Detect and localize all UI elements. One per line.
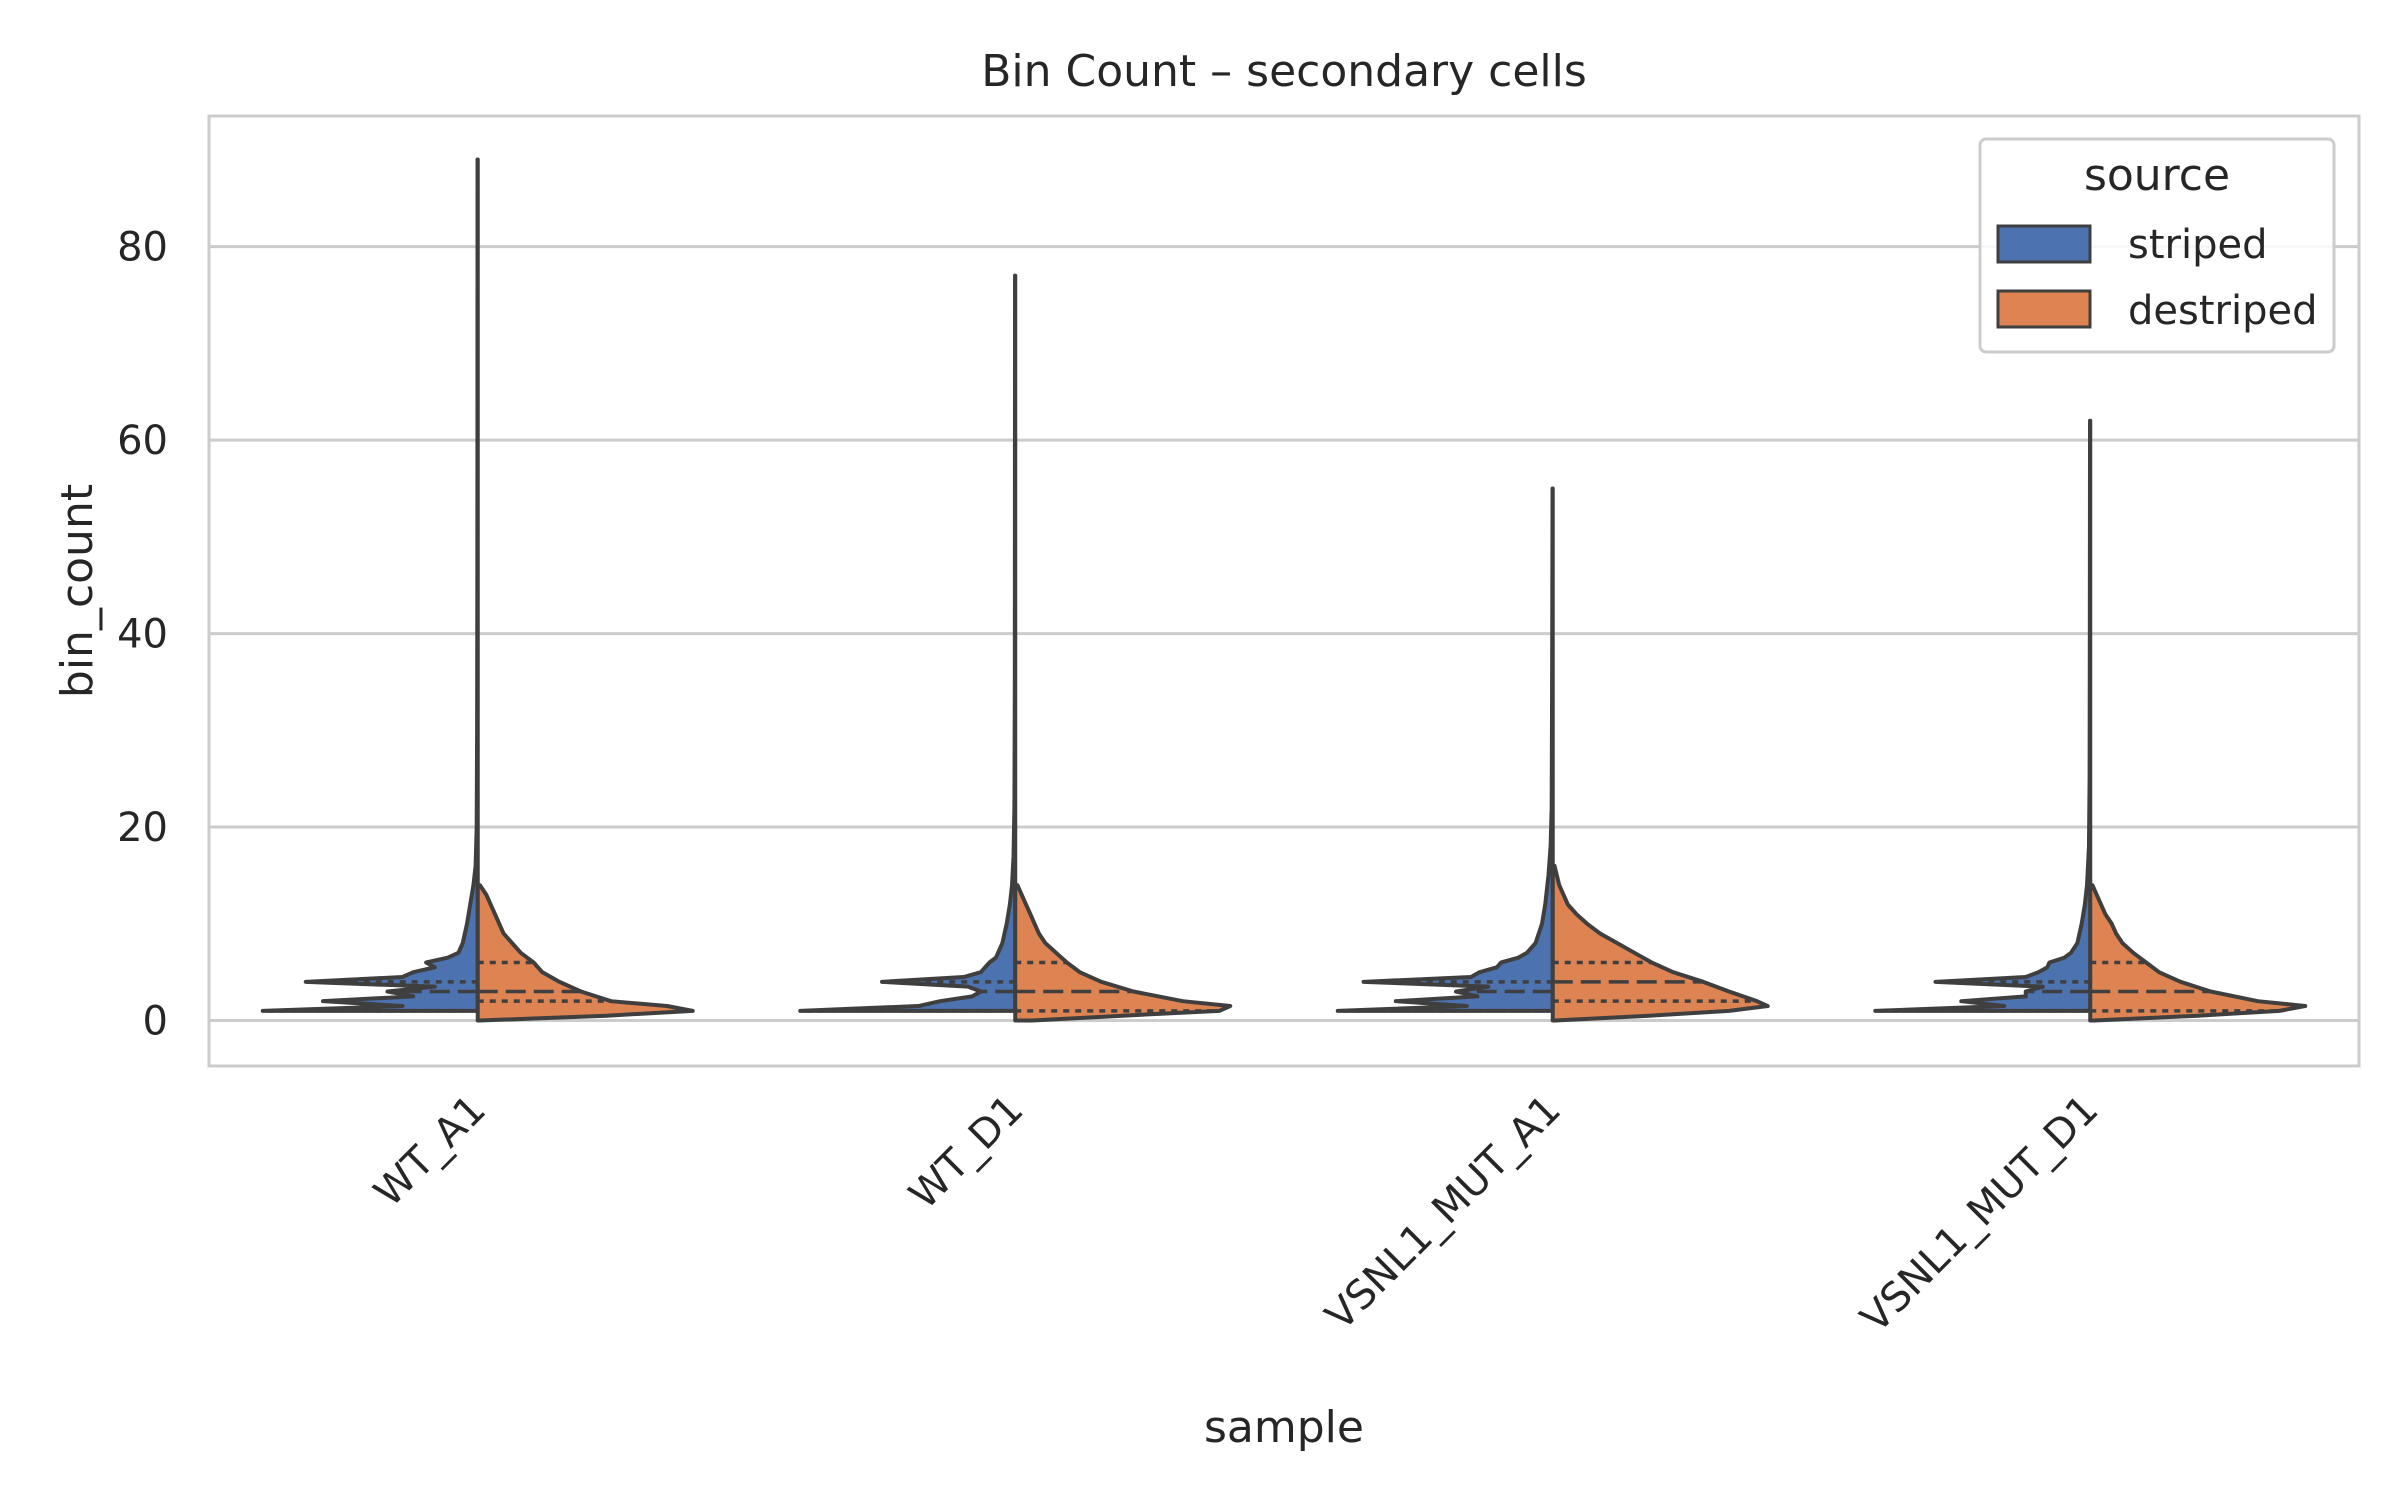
x-axis-label: sample [1204, 1402, 1364, 1453]
y-tick-label: 80 [117, 225, 168, 271]
violin-body [798, 273, 1018, 1013]
violin-vsnl1-mut-d1-destriped [2088, 883, 2308, 1023]
y-tick-label: 0 [143, 999, 168, 1045]
violin-vsnl1-mut-d1-striped [1873, 418, 2093, 1013]
violin-vsnl1-mut-a1-destriped [1550, 863, 1770, 1023]
legend-label-destriped: destriped [2128, 288, 2317, 334]
plot-frame [207, 114, 2361, 1068]
violin-vsnl1-mut-a1-striped [1335, 486, 1555, 1013]
violin-wt-a1-striped [260, 157, 480, 1013]
violin-body [1013, 883, 1233, 1023]
chart-title: Bin Count – secondary cells [981, 46, 1587, 97]
violin-body [2088, 883, 2308, 1023]
legend-title: source [2084, 150, 2230, 201]
violin-body [475, 883, 695, 1023]
violin-wt-d1-destriped [1013, 883, 1233, 1023]
violin-body [1873, 418, 2093, 1013]
violin-body [1550, 863, 1770, 1023]
y-axis-label: bin_count [52, 484, 103, 698]
violin-body [260, 157, 480, 1013]
y-axis-ticks: 0 20 40 60 80 [117, 225, 168, 1045]
y-tick-label: 60 [117, 418, 168, 464]
legend-swatch-destriped [1996, 289, 2092, 329]
legend-swatch-striped [1996, 224, 2092, 264]
y-tick-label: 20 [117, 805, 168, 851]
violin-body [1335, 486, 1555, 1013]
legend-label-striped: striped [2128, 222, 2267, 268]
y-tick-label: 40 [117, 612, 168, 658]
violin-wt-d1-striped [798, 273, 1018, 1013]
legend: source striped destriped [1978, 137, 2336, 354]
violin-wt-a1-destriped [475, 883, 695, 1023]
violins [260, 157, 2308, 1023]
